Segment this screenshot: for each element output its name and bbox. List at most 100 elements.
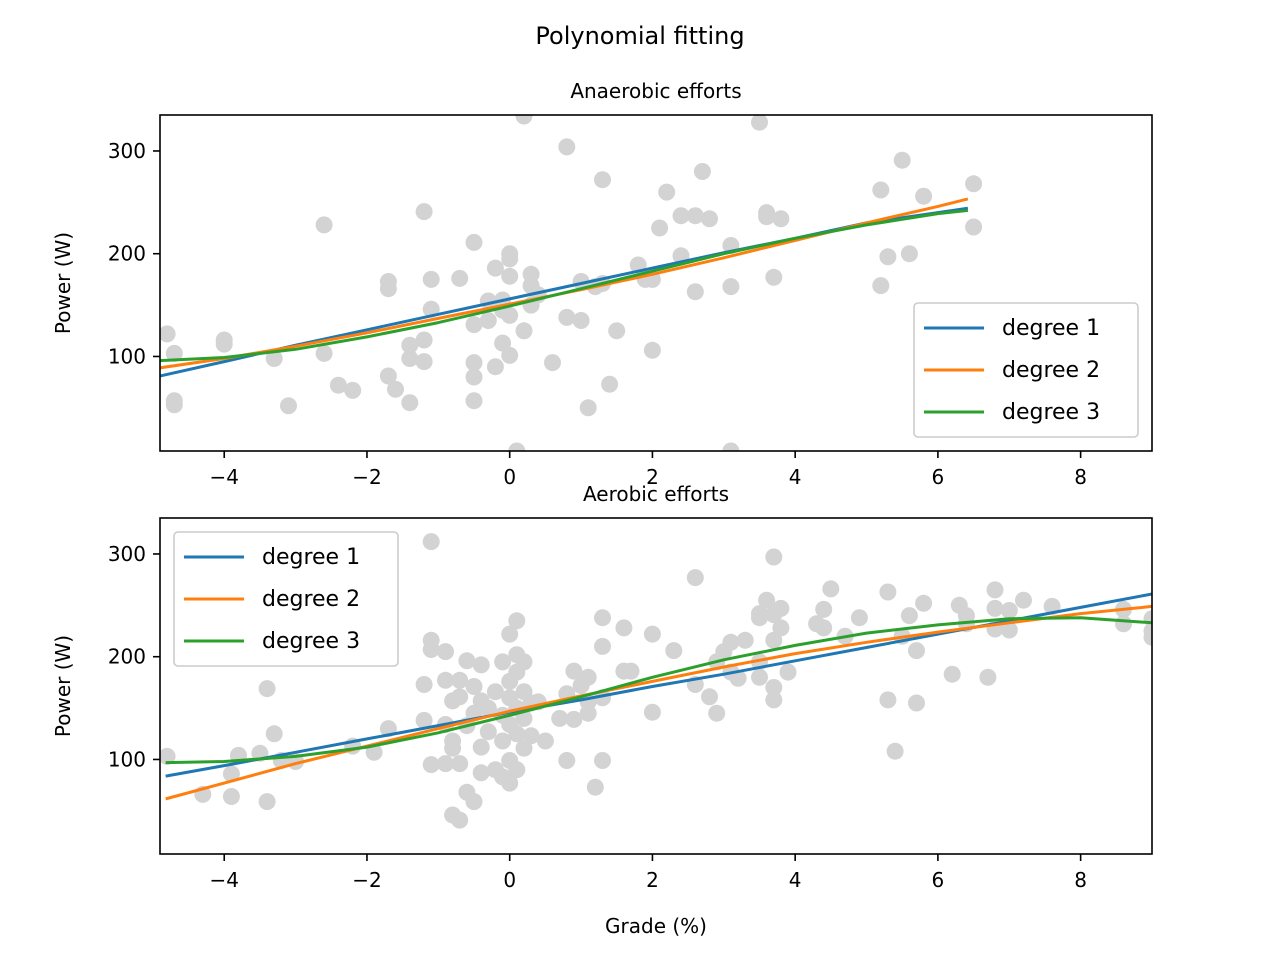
chart-aerobic-line-degree-3 — [165, 616, 1152, 765]
chart-aerobic-point — [594, 609, 611, 627]
chart-anaerobic-legend: degree 1 degree 2 degree 3 — [913, 302, 1139, 438]
chart-aerobic-point — [451, 755, 469, 773]
chart-anaerobic-point — [479, 312, 497, 329]
chart-anaerobic-point — [501, 346, 519, 364]
chart-aerobic-point — [615, 619, 633, 637]
chart-aerobic-point — [886, 742, 904, 760]
chart-anaerobic-point — [693, 163, 711, 180]
chart-anaerobic-point — [872, 277, 890, 295]
chart-anaerobic-point — [915, 187, 933, 205]
chart-aerobic-point — [765, 631, 783, 649]
chart-anaerobic-point — [601, 375, 619, 393]
chart-anaerobic-point — [415, 203, 433, 221]
chart-anaerobic-point — [608, 322, 626, 340]
figure-title: Polynomial fitting — [535, 22, 744, 50]
chart-aerobic-point — [736, 631, 754, 649]
chart-anaerobic-xtick-label: 4 — [789, 465, 802, 489]
chart-aerobic-point — [565, 662, 583, 680]
chart-anaerobic-point — [465, 354, 483, 372]
chart-anaerobic-point — [893, 151, 911, 169]
chart-aerobic-point — [494, 653, 512, 671]
chart-aerobic-point — [222, 765, 240, 783]
chart-anaerobic-xtick-label: 8 — [1074, 465, 1087, 489]
chart-aerobic-point — [501, 625, 519, 643]
chart-aerobic-point — [594, 637, 611, 655]
chart-aerobic-point — [451, 671, 469, 689]
chart-anaerobic-legend-label-degree-3: degree 3 — [1002, 400, 1100, 425]
chart-anaerobic-point — [579, 399, 597, 417]
chart-aerobic-legend-box — [173, 531, 399, 667]
chart-anaerobic-point — [494, 334, 512, 352]
chart-aerobic-point — [665, 642, 683, 660]
chart-aerobic-legend: degree 1 degree 2 degree 3 — [173, 531, 399, 667]
chart-aerobic-point — [415, 676, 433, 693]
chart-anaerobic-point — [658, 183, 676, 201]
chart-anaerobic-point — [465, 316, 483, 334]
chart-aerobic-xtick-label: −4 — [209, 868, 238, 892]
chart-aerobic-title: Aerobic efforts — [583, 482, 729, 506]
chart-anaerobic: Anaerobic efforts Power (W) −4 −2 0 2 4 6 8 100… — [51, 79, 1153, 489]
chart-aerobic-point — [779, 663, 797, 681]
chart-aerobic-point — [772, 599, 790, 617]
chart-aerobic-point — [1115, 615, 1132, 633]
chart-anaerobic-point — [501, 267, 519, 285]
chart-anaerobic-point — [772, 210, 790, 228]
chart-aerobic-point — [979, 668, 997, 686]
chart-anaerobic-frame — [159, 114, 1153, 452]
chart-aerobic-point — [472, 764, 490, 782]
chart-aerobic-point — [772, 619, 790, 637]
chart-aerobic-point — [765, 679, 783, 696]
chart-aerobic-frame — [159, 517, 1153, 855]
chart-aerobic-xtick-label: −2 — [352, 868, 381, 892]
chart-anaerobic-point — [465, 392, 483, 410]
chart-aerobic-point — [879, 583, 897, 601]
chart-aerobic-point — [479, 699, 497, 717]
chart-anaerobic-xtick-label: −2 — [352, 465, 381, 489]
chart-aerobic-xlabel: Grade (%) — [605, 914, 707, 938]
chart-aerobic-point — [1000, 621, 1018, 639]
chart-aerobic-ytick-label: 300 — [108, 542, 146, 566]
chart-aerobic-point — [1143, 628, 1152, 646]
chart-anaerobic-line-degree-3 — [160, 208, 969, 363]
chart-aerobic-point — [594, 752, 611, 769]
chart-aerobic-point — [1015, 591, 1032, 609]
chart-anaerobic-point — [344, 381, 362, 399]
chart-aerobic-point — [508, 725, 526, 743]
chart-aerobic-point — [701, 688, 718, 706]
chart-anaerobic-point — [765, 268, 783, 286]
chart-anaerobic-xtick-label: 6 — [932, 465, 945, 489]
chart-aerobic-point — [536, 732, 554, 750]
chart-anaerobic-point — [643, 341, 661, 359]
chart-aerobic-ytick-label: 200 — [108, 645, 146, 669]
chart-aerobic-point — [415, 711, 433, 729]
chart-anaerobic-ytick-label: 100 — [108, 344, 146, 368]
chart-aerobic-point — [160, 747, 176, 765]
chart-aerobic-point — [451, 811, 469, 829]
chart-aerobic-point — [422, 533, 440, 551]
chart-aerobic-point — [486, 683, 504, 701]
chart-aerobic-point — [501, 774, 519, 792]
chart-anaerobic-xtick-label: 2 — [646, 465, 659, 489]
chart-anaerobic-point — [965, 175, 983, 193]
chart-aerobic-ytick-label: 100 — [108, 747, 146, 771]
chart-aerobic-legend-label-degree-2: degree 2 — [262, 587, 360, 612]
chart-aerobic-point — [508, 612, 526, 630]
chart-aerobic-point — [1000, 602, 1018, 619]
chart-anaerobic-point — [501, 306, 519, 324]
chart-aerobic-point — [515, 653, 533, 671]
chart-anaerobic-legend-label-degree-1: degree 1 — [1002, 316, 1100, 341]
chart-aerobic-point — [579, 704, 597, 722]
chart-aerobic-point — [643, 703, 661, 721]
chart-anaerobic-point — [751, 115, 768, 131]
chart-aerobic-point — [472, 738, 490, 756]
chart-aerobic-legend-label-degree-3: degree 3 — [262, 629, 360, 654]
chart-aerobic-xtick-label: 2 — [646, 868, 659, 892]
chart-anaerobic-point — [515, 115, 533, 125]
chart-anaerobic-point — [415, 353, 433, 371]
chart-aerobic-point — [751, 668, 768, 686]
chart-aerobic-point — [258, 680, 276, 698]
chart-anaerobic-point — [465, 233, 483, 251]
chart-anaerobic-point — [686, 207, 704, 225]
chart-anaerobic-point — [401, 394, 419, 412]
